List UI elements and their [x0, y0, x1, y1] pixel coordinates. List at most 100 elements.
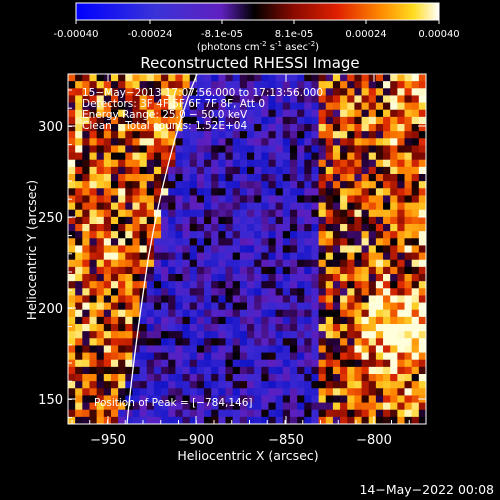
- image-pixel: [132, 209, 141, 218]
- image-pixel: [189, 238, 198, 247]
- image-pixel: [318, 359, 327, 368]
- image-pixel: [146, 338, 155, 347]
- image-pixel: [89, 331, 98, 339]
- image-pixel: [232, 224, 241, 232]
- image-pixel: [132, 302, 141, 311]
- image-pixel: [196, 181, 205, 189]
- image-pixel: [161, 95, 169, 104]
- image-pixel: [96, 116, 105, 125]
- image-pixel: [82, 381, 91, 389]
- image-pixel: [354, 366, 363, 375]
- image-pixel: [146, 266, 155, 275]
- image-pixel: [404, 295, 413, 304]
- image-pixel: [232, 395, 241, 404]
- image-pixel: [368, 338, 377, 347]
- image-pixel: [390, 252, 398, 261]
- image-pixel: [404, 174, 413, 182]
- image-pixel: [218, 174, 227, 182]
- image-pixel: [325, 152, 334, 161]
- image-pixel: [332, 295, 341, 304]
- image-pixel: [332, 359, 341, 368]
- image-pixel: [340, 402, 348, 411]
- image-pixel: [218, 238, 227, 247]
- image-pixel: [347, 166, 355, 175]
- image-pixel: [247, 174, 255, 182]
- image-pixel: [275, 288, 284, 297]
- image-pixel: [325, 174, 334, 182]
- image-pixel: [239, 74, 248, 82]
- image-pixel: [139, 402, 148, 411]
- image-pixel: [182, 395, 191, 404]
- image-pixel: [247, 245, 255, 254]
- image-pixel: [110, 281, 119, 289]
- image-pixel: [168, 195, 176, 204]
- x-tick-label: −950: [90, 433, 126, 448]
- image-pixel: [282, 302, 291, 311]
- image-pixel: [325, 88, 334, 97]
- image-pixel: [168, 174, 176, 182]
- image-pixel: [161, 288, 169, 297]
- image-pixel: [375, 274, 384, 282]
- image-pixel: [404, 81, 413, 89]
- image-pixel: [139, 409, 148, 418]
- image-pixel: [75, 345, 83, 354]
- image-pixel: [261, 388, 270, 397]
- image-pixel: [118, 266, 126, 275]
- image-pixel: [75, 138, 83, 147]
- image-pixel: [411, 259, 420, 268]
- image-pixel: [397, 316, 406, 325]
- image-pixel: [161, 116, 169, 125]
- image-pixel: [211, 174, 219, 182]
- image-pixel: [211, 324, 219, 332]
- image-pixel: [268, 338, 277, 347]
- image-pixel: [218, 88, 227, 97]
- image-pixel: [383, 316, 391, 325]
- image-pixel: [96, 331, 105, 339]
- image-pixel: [304, 95, 313, 104]
- image-pixel: [161, 231, 169, 239]
- image-pixel: [153, 416, 162, 424]
- image-pixel: [110, 102, 119, 111]
- image-pixel: [75, 266, 83, 275]
- image-pixel: [132, 324, 141, 332]
- image-pixel: [153, 102, 162, 111]
- image-pixel: [282, 195, 291, 204]
- image-pixel: [232, 188, 241, 197]
- image-pixel: [211, 181, 219, 189]
- image-pixel: [390, 281, 398, 289]
- image-pixel: [332, 252, 341, 261]
- image-pixel: [247, 181, 255, 189]
- image-pixel: [275, 181, 284, 189]
- image-pixel: [218, 102, 227, 111]
- image-pixel: [211, 366, 219, 375]
- image-pixel: [311, 116, 320, 125]
- image-pixel: [404, 374, 413, 382]
- image-pixel: [289, 216, 298, 225]
- image-pixel: [89, 324, 98, 332]
- image-pixel: [361, 409, 370, 418]
- image-pixel: [239, 245, 248, 254]
- image-pixel: [68, 102, 76, 111]
- image-pixel: [168, 102, 176, 111]
- image-pixel: [304, 116, 313, 125]
- image-pixel: [247, 209, 255, 218]
- image-pixel: [189, 338, 198, 347]
- image-pixel: [132, 181, 141, 189]
- image-pixel: [103, 252, 112, 261]
- image-pixel: [397, 295, 406, 304]
- image-pixel: [311, 388, 320, 397]
- image-pixel: [397, 352, 406, 361]
- image-pixel: [397, 145, 406, 154]
- image-pixel: [89, 259, 98, 268]
- image-pixel: [139, 338, 148, 347]
- image-pixel: [325, 309, 334, 318]
- image-pixel: [268, 252, 277, 261]
- image-pixel: [175, 345, 184, 354]
- image-pixel: [354, 274, 363, 282]
- image-pixel: [211, 95, 219, 104]
- image-pixel: [204, 202, 212, 211]
- image-pixel: [89, 81, 98, 89]
- image-pixel: [383, 159, 391, 168]
- image-pixel: [289, 109, 298, 118]
- image-pixel: [204, 116, 212, 125]
